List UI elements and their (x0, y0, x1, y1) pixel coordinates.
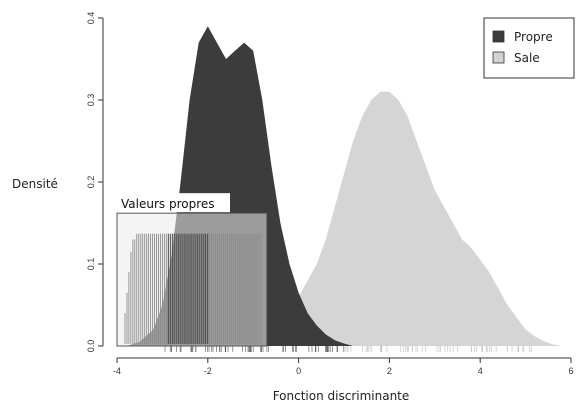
axes: -4 -2 0 2 4 6 0.0 0.1 0.2 0.3 0.4 (86, 12, 574, 376)
density-area-sale (244, 91, 562, 346)
legend-swatch-sale (492, 51, 505, 64)
inset-title: Valeurs propres (121, 197, 215, 211)
inset-title-bg (118, 193, 230, 213)
legend-label-sale: Sale (514, 51, 540, 65)
y-tick-label: 0.2 (86, 176, 96, 189)
x-axis-title: Fonction discriminante (273, 389, 410, 403)
y-tick-label: 0.3 (86, 94, 96, 107)
legend-box (483, 17, 575, 79)
y-axis-title: Densité (12, 177, 58, 191)
x-tick-label: 4 (478, 366, 483, 376)
y-tick-label: 0.1 (86, 258, 96, 271)
x-tick-label: -4 (113, 366, 121, 376)
x-tick-label: 0 (296, 366, 301, 376)
legend: Propre Sale (483, 17, 575, 79)
x-tick-label: 2 (387, 366, 392, 376)
eigenvalues-inset: Valeurs propres (116, 193, 268, 347)
x-tick-label: -2 (204, 366, 212, 376)
x-tick-label: 6 (568, 366, 573, 376)
y-tick-label: 0.0 (86, 340, 96, 353)
y-tick-label: 0.4 (86, 12, 96, 25)
legend-label-propre: Propre (514, 30, 553, 44)
legend-swatch-propre (492, 30, 505, 43)
